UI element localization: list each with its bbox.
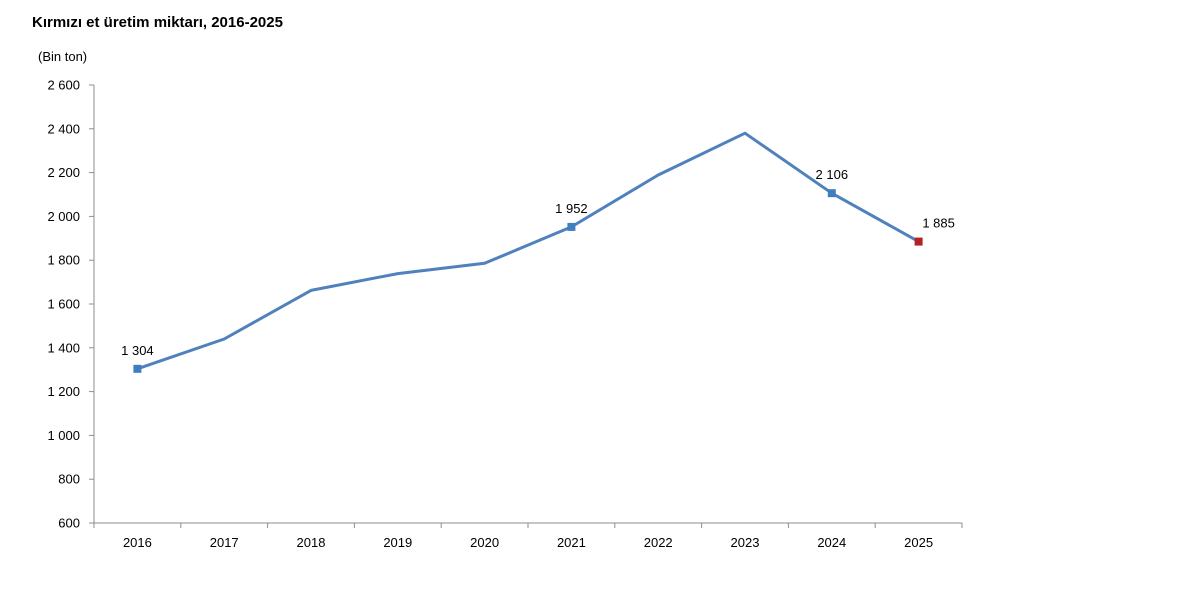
data-point-marker — [133, 364, 142, 373]
x-tick-label: 2016 — [123, 535, 152, 550]
y-tick-label: 2 400 — [47, 121, 80, 136]
chart-title: Kırmızı et üretim miktarı, 2016-2025 — [32, 14, 283, 31]
data-point-marker — [567, 222, 576, 231]
y-tick-label: 1 200 — [47, 384, 80, 399]
y-tick-label: 600 — [58, 516, 80, 531]
data-labels-group: 1 304 1 952 2 106 1 885 — [121, 167, 955, 358]
x-tick-label: 2024 — [817, 535, 846, 550]
y-tick-label: 2 200 — [47, 165, 80, 180]
y-axis-ticks: 600 800 1 000 1 200 1 400 1 600 1 800 2 000 2 20… — [47, 78, 94, 531]
x-tick-label: 2019 — [383, 535, 412, 550]
y-tick-label: 1 400 — [47, 340, 80, 355]
data-point-marker — [914, 237, 923, 246]
y-tick-label: 2 600 — [47, 78, 80, 93]
series-line — [136, 131, 920, 371]
data-label: 1 885 — [922, 216, 955, 231]
x-tick-label: 2025 — [904, 535, 933, 550]
y-tick-label: 800 — [58, 472, 80, 487]
x-tick-label: 2023 — [731, 535, 760, 550]
x-tick-label: 2021 — [557, 535, 586, 550]
x-tick-label: 2022 — [644, 535, 673, 550]
x-tick-label: 2018 — [297, 535, 326, 550]
y-tick-label: 1 800 — [47, 253, 80, 268]
data-point-marker — [827, 189, 836, 198]
y-tick-label: 2 000 — [47, 209, 80, 224]
series-group — [136, 131, 920, 371]
markers-group — [133, 189, 923, 373]
x-tick-label: 2020 — [470, 535, 499, 550]
data-label: 1 304 — [121, 343, 154, 358]
y-tick-label: 1 000 — [47, 428, 80, 443]
data-label: 2 106 — [816, 167, 849, 182]
y-axis-unit-label: (Bin ton) — [38, 49, 87, 64]
x-axis-ticks: 2016 2017 2018 2019 2020 2021 2022 2023 2024 2025 — [93, 523, 963, 550]
data-label: 1 952 — [555, 201, 588, 216]
x-tick-label: 2017 — [210, 535, 239, 550]
y-tick-label: 1 600 — [47, 297, 80, 312]
